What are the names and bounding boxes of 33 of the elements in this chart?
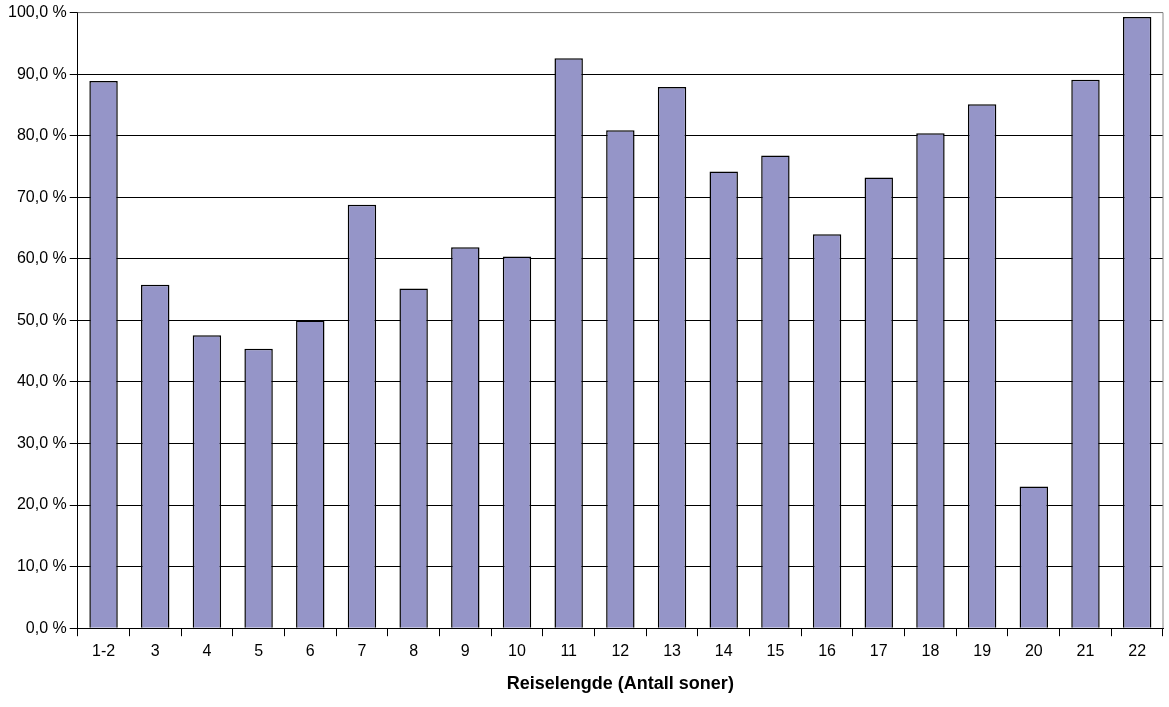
y-tick-label: 20,0 % <box>16 495 67 513</box>
x-tick-label: 8 <box>409 642 419 660</box>
x-tick-label: 17 <box>869 642 888 660</box>
x-tick-label: 6 <box>305 642 315 660</box>
x-tick-label: 5 <box>254 642 264 660</box>
x-tick-label: 22 <box>1128 642 1147 660</box>
y-tick-label: 30,0 % <box>16 433 67 451</box>
x-tick-label: 12 <box>611 642 630 660</box>
y-tick-label: 40,0 % <box>16 372 67 390</box>
x-tick-label: 7 <box>357 642 367 660</box>
x-tick-label: 9 <box>460 642 470 660</box>
x-tick-label: 16 <box>818 642 837 660</box>
x-tick-label: 11 <box>560 642 578 660</box>
x-tick-label: 4 <box>202 642 212 660</box>
y-tick-label: 10,0 % <box>16 557 67 575</box>
x-tick-label: 14 <box>714 642 733 660</box>
x-tick-label: 13 <box>663 642 682 660</box>
y-tick-label: 60,0 % <box>16 249 67 267</box>
x-tick-label: 1-2 <box>91 642 116 660</box>
y-tick-label: 80,0 % <box>16 126 67 144</box>
y-tick-label: 100,0 % <box>7 3 67 21</box>
y-tick-label: 0,0 % <box>25 618 67 636</box>
x-tick-label: 18 <box>921 642 940 660</box>
y-tick-label: 70,0 % <box>16 187 67 205</box>
x-tick-label: 21 <box>1076 642 1095 660</box>
x-tick-label: 10 <box>508 642 526 660</box>
x-tick-label: 3 <box>150 642 160 660</box>
y-tick-label: 50,0 % <box>16 310 67 328</box>
x-tick-label: 15 <box>766 642 785 660</box>
x-tick-label: 20 <box>1024 642 1043 660</box>
x-tick-label: 19 <box>973 642 992 660</box>
x-axis-title: Reiselengde (Antall soner) <box>506 673 734 694</box>
y-tick-label: 90,0 % <box>16 64 67 82</box>
